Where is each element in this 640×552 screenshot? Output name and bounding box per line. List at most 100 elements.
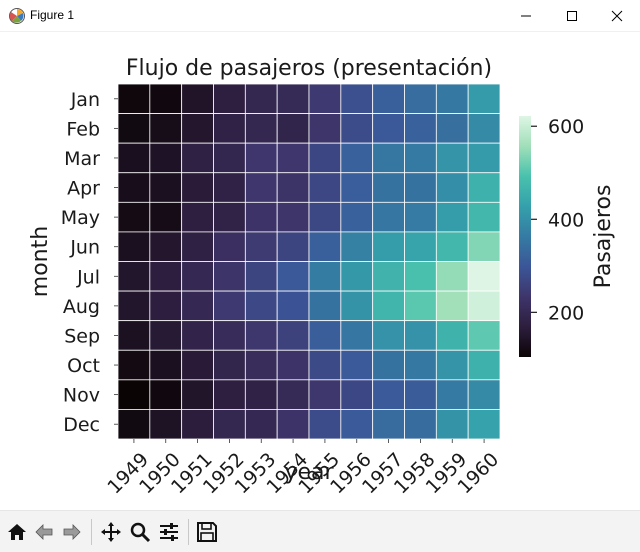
close-button[interactable] (594, 0, 640, 32)
heatmap-cell (244, 379, 278, 410)
heatmap-chart: Flujo de pasajeros (presentación) Jan Feb M… (28, 56, 616, 498)
heatmap-cell (404, 409, 437, 440)
configure-subplots-button[interactable] (157, 520, 181, 544)
colorbar-label: Pasajeros (591, 185, 616, 289)
y-tick-label: Jul (76, 266, 100, 288)
home-button[interactable] (5, 520, 29, 544)
heatmap-cell (244, 409, 278, 440)
heatmap-cell (276, 142, 310, 174)
heatmap-cell (435, 231, 469, 262)
heatmap-cell (404, 142, 437, 174)
save-button[interactable] (195, 520, 219, 544)
heatmap-cell (435, 172, 469, 203)
y-axis-label: month (28, 226, 53, 297)
heatmap-cell (467, 261, 501, 292)
heatmap-cell (340, 290, 374, 322)
heatmap-cell (372, 290, 405, 322)
heatmap-cell (467, 320, 501, 351)
colorbar-tick-label: 400 (548, 209, 584, 231)
heatmap-cell (149, 172, 183, 203)
back-button[interactable] (32, 520, 56, 544)
heatmap-cell (276, 172, 310, 203)
heatmap-cell (276, 320, 310, 351)
heatmap-cell (404, 83, 437, 114)
heatmap-cell (149, 379, 183, 410)
heatmap-cell (404, 201, 437, 233)
heatmap-cell (372, 231, 405, 262)
forward-button[interactable] (60, 520, 84, 544)
heatmap-cell (467, 113, 501, 144)
minimize-icon (521, 15, 531, 17)
heatmap-cell (117, 142, 151, 174)
heatmap-cell (181, 142, 214, 174)
pan-button[interactable] (99, 520, 123, 544)
y-tick-label: Feb (66, 118, 100, 140)
toolbar-separator (91, 519, 92, 545)
heatmap-cell (340, 142, 374, 174)
heatmap-cell (117, 320, 151, 351)
y-tick-label: Oct (67, 355, 100, 377)
heatmap-cell (404, 261, 437, 292)
heatmap-cell (244, 320, 278, 351)
heatmap-cell (308, 142, 342, 174)
heatmap-cell (308, 113, 342, 144)
zoom-icon (130, 522, 151, 543)
heatmap-cell (244, 349, 278, 381)
heatmap-cell (372, 83, 405, 114)
heatmap-cell (181, 231, 214, 262)
heatmap-cell (149, 83, 183, 114)
heatmap-cell (149, 349, 183, 381)
heatmap-cell (244, 172, 278, 203)
heatmap-cell (435, 290, 469, 322)
heatmap-cell (213, 113, 246, 144)
maximize-icon (567, 11, 577, 21)
heatmap-cell (117, 290, 151, 322)
y-tick-label: Apr (67, 178, 100, 200)
heatmap-cell (372, 320, 405, 351)
heatmap-cell (181, 201, 214, 233)
heatmap-cell (404, 349, 437, 381)
heatmap-cell (435, 261, 469, 292)
heatmap-cell (181, 290, 214, 322)
y-tick-label: Sep (64, 325, 100, 347)
heatmap-cell (213, 409, 246, 440)
heatmap-cell (340, 201, 374, 233)
heatmap-cell (340, 261, 374, 292)
matplotlib-figure-icon (9, 8, 25, 24)
heatmap-cell (213, 83, 246, 114)
heatmap-cell (213, 142, 246, 174)
heatmap-cell (372, 113, 405, 144)
heatmap-cell (117, 113, 151, 144)
minimize-button[interactable] (503, 0, 549, 32)
heatmap-cell (467, 172, 501, 203)
heatmap-cell (213, 290, 246, 322)
heatmap-cell (181, 172, 214, 203)
heatmap-cell (181, 320, 214, 351)
heatmap-cell (467, 142, 501, 174)
heatmap-cell (372, 261, 405, 292)
y-tick-label: Dec (63, 414, 100, 436)
zoom-button[interactable] (128, 520, 152, 544)
back-arrow-icon (35, 524, 53, 540)
heatmap-cell (404, 113, 437, 144)
heatmap-cell (340, 231, 374, 262)
heatmap-cell (276, 261, 310, 292)
heatmap-cell (404, 320, 437, 351)
heatmap-cell (308, 290, 342, 322)
figure-canvas: Flujo de pasajeros (presentación) Jan Feb M… (0, 32, 640, 510)
maximize-button[interactable] (549, 0, 595, 32)
colorbar-tick-label: 200 (548, 302, 584, 324)
heatmap-cell (276, 201, 310, 233)
heatmap-cell (181, 379, 214, 410)
heatmap-cell (276, 349, 310, 381)
heatmap-cell (149, 261, 183, 292)
heatmap-cell (213, 261, 246, 292)
heatmap-cell (340, 349, 374, 381)
heatmap-cell (467, 290, 501, 322)
colorbar (519, 116, 531, 357)
heatmap-cell (244, 290, 278, 322)
heatmap-cell (372, 142, 405, 174)
y-tick-label: Aug (63, 296, 100, 318)
heatmap-cell (117, 201, 151, 233)
heatmap-cell (244, 113, 278, 144)
